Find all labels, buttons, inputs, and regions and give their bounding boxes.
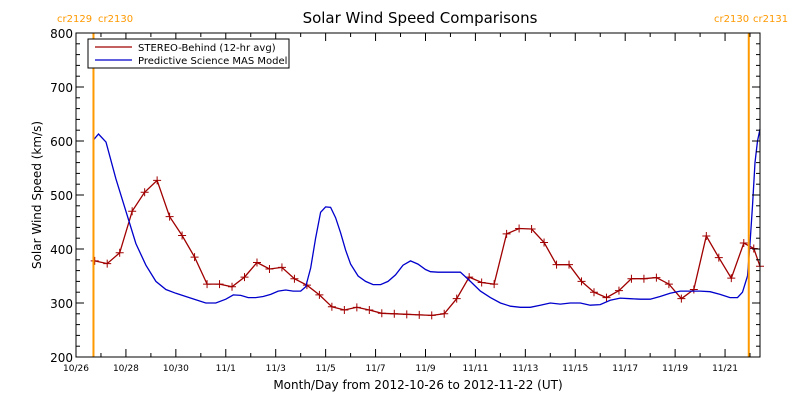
data-point-0-52 xyxy=(739,239,748,248)
data-point-0-48 xyxy=(689,285,698,294)
data-point-0-20 xyxy=(340,306,349,315)
legend-label-mas-model: Predictive Science MAS Model xyxy=(138,56,287,67)
x-tick-label-2: 10/30 xyxy=(163,364,189,374)
series-line-1 xyxy=(93,128,761,308)
y-tick-label-4: 600 xyxy=(50,135,73,149)
y-tick-label-3: 500 xyxy=(50,189,73,203)
x-tick-label-3: 11/1 xyxy=(216,364,236,374)
data-point-0-35 xyxy=(527,225,536,234)
data-point-0-18 xyxy=(315,290,324,299)
rotation-marker-layer xyxy=(92,33,750,357)
rotation-label-right-cr2130: cr2130 xyxy=(714,14,749,25)
legend-box xyxy=(87,38,290,69)
data-point-0-42 xyxy=(614,286,623,295)
data-point-0-10 xyxy=(215,280,224,289)
legend-label-stereo: STEREO-Behind (12-hr avg) xyxy=(138,43,276,54)
y-axis-label: Solar Wind Speed (km/s) xyxy=(30,121,44,269)
data-point-0-22 xyxy=(365,306,374,315)
data-point-0-53 xyxy=(749,244,758,253)
data-point-0-6 xyxy=(165,212,174,221)
x-tick-label-9: 11/13 xyxy=(512,364,538,374)
data-point-0-29 xyxy=(452,294,461,303)
data-point-0-7 xyxy=(178,231,187,240)
data-point-0-39 xyxy=(577,277,586,286)
data-point-0-51 xyxy=(727,274,736,283)
data-point-0-23 xyxy=(377,309,386,318)
data-point-0-14 xyxy=(265,264,274,273)
x-tick-label-0: 10/26 xyxy=(63,364,89,374)
data-point-0-45 xyxy=(652,273,661,282)
x-tick-label-5: 11/5 xyxy=(316,364,336,374)
data-point-0-1 xyxy=(103,259,112,268)
x-tick-label-1: 10/28 xyxy=(113,364,139,374)
data-point-0-50 xyxy=(714,253,723,262)
data-point-0-40 xyxy=(589,288,598,297)
series-layer xyxy=(90,128,764,320)
y-tick-label-5: 700 xyxy=(50,81,73,95)
data-point-0-13 xyxy=(252,258,261,267)
x-tick-label-11: 11/17 xyxy=(612,364,638,374)
data-point-0-8 xyxy=(190,253,199,262)
data-point-0-21 xyxy=(352,303,361,312)
data-point-0-31 xyxy=(477,278,486,287)
y-tick-label-0: 200 xyxy=(50,351,73,365)
data-point-0-41 xyxy=(602,293,611,302)
data-point-0-12 xyxy=(240,273,249,282)
rotation-label-right-cr2131: cr2131 xyxy=(753,14,788,25)
data-point-0-49 xyxy=(702,232,711,241)
data-point-0-43 xyxy=(627,274,636,283)
data-point-0-44 xyxy=(639,274,648,283)
data-point-0-37 xyxy=(552,260,561,269)
data-point-0-25 xyxy=(402,310,411,319)
data-point-0-47 xyxy=(677,294,686,303)
rotation-label-left-cr2129: cr2129 xyxy=(57,14,92,25)
x-tick-label-12: 11/19 xyxy=(662,364,688,374)
data-point-0-24 xyxy=(390,309,399,318)
data-point-0-32 xyxy=(490,280,499,289)
rotation-label-left-cr2130: cr2130 xyxy=(98,14,133,25)
chart-title: Solar Wind Speed Comparisons xyxy=(303,9,538,27)
data-point-0-4 xyxy=(140,188,149,197)
data-point-0-38 xyxy=(565,260,574,269)
data-point-0-34 xyxy=(515,224,524,233)
x-tick-label-4: 11/3 xyxy=(266,364,286,374)
x-tick-label-7: 11/9 xyxy=(415,364,435,374)
axis-layer: 200 300 400 500 600 700 800 10/26 10/28 10/30 11/1… xyxy=(50,27,760,374)
data-point-0-26 xyxy=(415,310,424,319)
x-tick-label-13: 11/21 xyxy=(712,364,738,374)
plot-frame xyxy=(75,32,761,358)
x-tick-label-8: 11/11 xyxy=(462,364,488,374)
series-line-0 xyxy=(94,179,761,317)
data-point-0-16 xyxy=(290,274,299,283)
data-point-0-19 xyxy=(327,302,336,311)
data-point-0-9 xyxy=(203,280,212,289)
data-point-0-27 xyxy=(427,311,436,320)
x-tick-label-6: 11/7 xyxy=(365,364,385,374)
data-point-0-15 xyxy=(277,263,286,272)
data-point-0-28 xyxy=(440,309,449,318)
y-tick-label-6: 800 xyxy=(50,27,73,41)
data-point-0-33 xyxy=(502,229,511,238)
data-point-0-3 xyxy=(128,207,137,216)
data-point-0-0 xyxy=(90,256,99,265)
data-point-0-11 xyxy=(228,282,237,291)
data-point-0-5 xyxy=(153,176,162,185)
y-tick-label-2: 400 xyxy=(50,243,73,257)
y-tick-label-1: 300 xyxy=(50,297,73,311)
x-axis-label: Month/Day from 2012-10-26 to 2012-11-22 … xyxy=(273,378,562,392)
data-point-0-2 xyxy=(115,248,124,257)
data-point-0-46 xyxy=(664,280,673,289)
x-tick-label-10: 11/15 xyxy=(562,364,588,374)
data-point-0-36 xyxy=(540,238,549,247)
legend: STEREO-Behind (12-hr avg) Predictive Sci… xyxy=(87,38,290,69)
